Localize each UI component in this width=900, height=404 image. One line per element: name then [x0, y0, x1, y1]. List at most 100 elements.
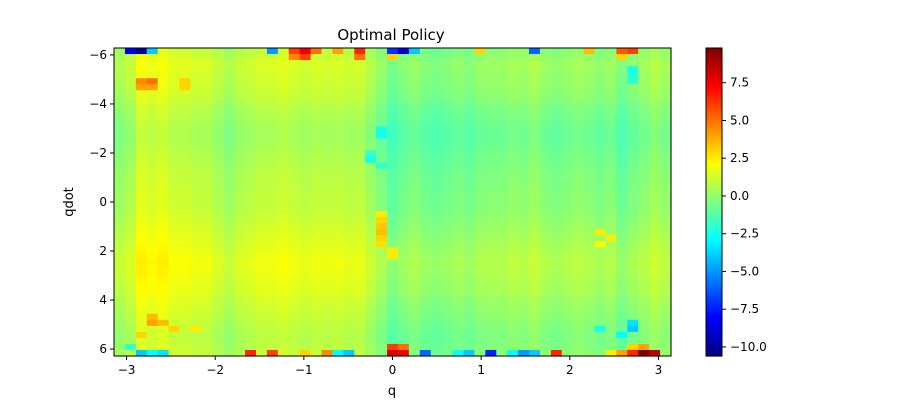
heatmap-cell [288, 229, 301, 236]
heatmap-cell [223, 114, 235, 122]
heatmap-cell [452, 343, 465, 351]
heatmap-cell [474, 229, 486, 236]
heatmap-cell [332, 277, 344, 285]
heatmap-cell [277, 138, 290, 146]
heatmap-cell [539, 198, 552, 206]
heatmap-cell [245, 259, 257, 267]
heatmap-cell [124, 72, 137, 79]
heatmap-cell [441, 90, 454, 97]
y-tick-label: 6 [99, 342, 107, 356]
heatmap-cell [114, 277, 126, 285]
colorbar-segment [706, 163, 722, 167]
heatmap-cell [321, 217, 334, 224]
heatmap-cell [321, 186, 334, 194]
heatmap-cell [354, 271, 366, 279]
heatmap-cell [605, 277, 617, 285]
heatmap-cell [365, 289, 377, 297]
heatmap-cell [168, 259, 181, 267]
heatmap-cell [212, 48, 224, 55]
heatmap-cell [430, 78, 443, 85]
heatmap-cell [223, 198, 235, 206]
colorbar-segment [706, 86, 722, 90]
heatmap-cell [321, 283, 334, 291]
y-tick-label: −4 [89, 97, 107, 111]
heatmap-cell [627, 331, 639, 339]
heatmap-cell [550, 168, 563, 176]
colorbar-segment [706, 252, 722, 256]
heatmap-cell [550, 144, 563, 152]
heatmap-cell [485, 144, 497, 152]
heatmap-cell [529, 337, 541, 345]
heatmap-cell [474, 84, 486, 91]
heatmap-cell [507, 313, 519, 321]
heatmap-cell [485, 114, 497, 122]
heatmap-cell [255, 192, 268, 200]
heatmap-cell [605, 90, 617, 97]
heatmap-cell [561, 265, 574, 273]
heatmap-cell [419, 301, 432, 309]
heatmap-cell [332, 174, 344, 182]
heatmap-cell [321, 138, 334, 146]
heatmap-cell [397, 60, 410, 67]
heatmap-cell [157, 343, 170, 351]
heatmap-cell [321, 180, 334, 188]
heatmap-cell [408, 78, 421, 85]
colorbar-segment [706, 307, 722, 311]
colorbar-segment [706, 283, 722, 287]
heatmap-cell [594, 289, 607, 297]
heatmap-cell [245, 295, 257, 303]
heatmap-cell [474, 343, 486, 351]
heatmap-cell [277, 72, 290, 79]
heatmap-cell [474, 289, 486, 297]
heatmap-cell [135, 168, 148, 176]
x-axis-ticks: −3 −2 −1 0 1 2 3 [118, 356, 662, 377]
heatmap-cell [157, 295, 170, 303]
heatmap-cell [605, 241, 617, 248]
heatmap-cell [485, 247, 497, 254]
heatmap-cell [245, 331, 257, 339]
heatmap-cell [441, 277, 454, 285]
heatmap-cell [496, 247, 508, 254]
heatmap-cell [638, 319, 650, 327]
heatmap-cell [277, 162, 290, 170]
heatmap-cell [277, 253, 290, 260]
heatmap-cell [179, 337, 192, 345]
heatmap-cell [529, 271, 541, 279]
heatmap-cell [616, 235, 628, 242]
heatmap-cell [616, 283, 628, 291]
heatmap-cell [419, 126, 432, 134]
heatmap-cell [266, 241, 279, 248]
heatmap-cell [387, 295, 399, 303]
heatmap-cell [277, 102, 290, 109]
heatmap-cell [255, 168, 268, 176]
heatmap-cell [419, 259, 432, 267]
heatmap-cell [441, 223, 454, 230]
heatmap-cell [168, 48, 181, 55]
heatmap-cell [376, 247, 388, 254]
heatmap-cell [616, 253, 628, 260]
heatmap-cell [310, 295, 323, 303]
heatmap-cell [430, 126, 443, 134]
heatmap-cell [627, 96, 639, 103]
heatmap-cell [332, 337, 344, 345]
heatmap-cell [310, 253, 323, 260]
heatmap-cell [223, 126, 235, 134]
colorbar-segment [706, 48, 722, 52]
colorbar-segment [706, 348, 722, 352]
heatmap-cell [332, 84, 344, 91]
colorbar-segment [706, 247, 722, 251]
heatmap-cell [135, 253, 148, 260]
heatmap-cell [255, 217, 268, 224]
heatmap-cell [114, 337, 126, 345]
heatmap-cell [354, 114, 366, 122]
heatmap-cell [387, 283, 399, 291]
heatmap-cell [616, 126, 628, 134]
heatmap-cell [201, 277, 213, 285]
heatmap-cell [572, 229, 585, 236]
colorbar-segment [706, 146, 722, 150]
heatmap-cell [114, 120, 126, 128]
heatmap-cell [223, 48, 235, 55]
heatmap-cell [463, 138, 476, 146]
heatmap-cell [539, 168, 552, 176]
